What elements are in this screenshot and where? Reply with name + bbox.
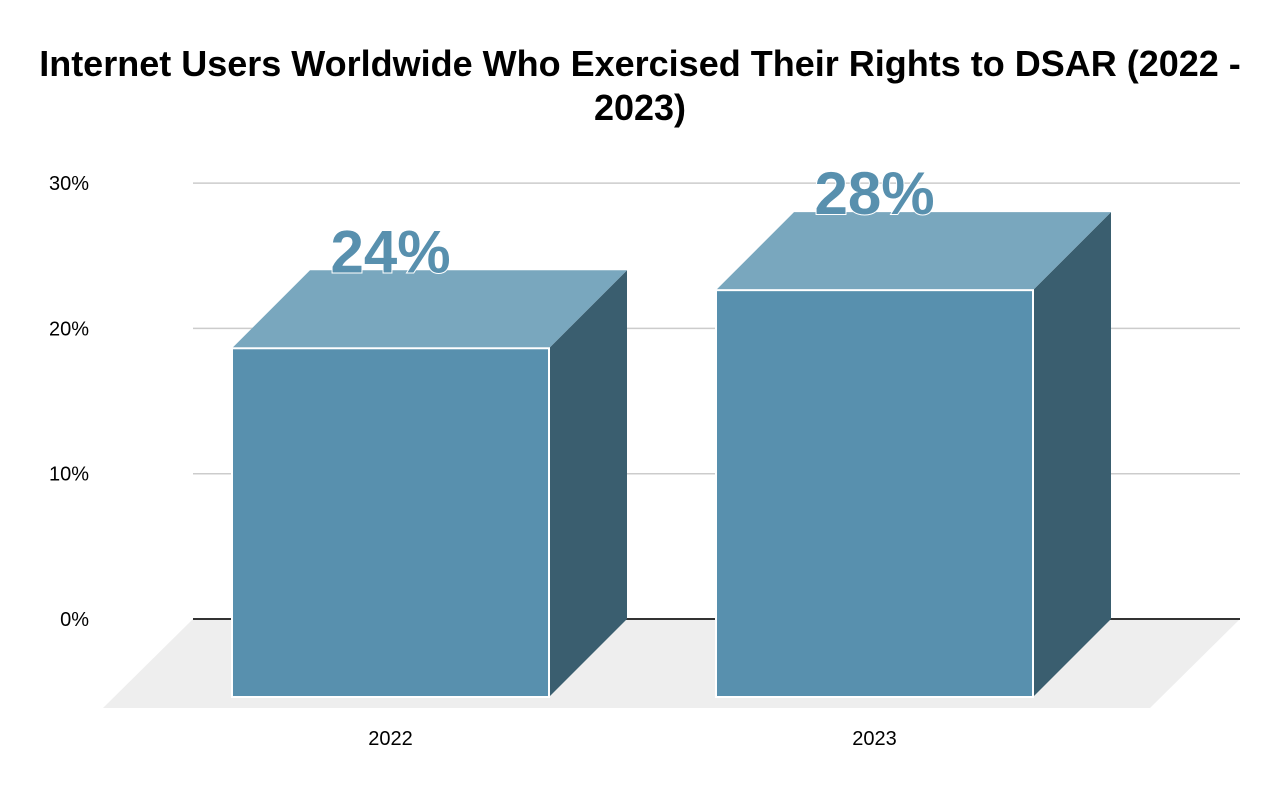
bar-side bbox=[549, 270, 627, 697]
y-tick-label: 30% bbox=[49, 173, 89, 195]
bar bbox=[715, 289, 1034, 698]
chart-title: Internet Users Worldwide Who Exercised T… bbox=[39, 43, 1241, 128]
bar-top bbox=[716, 212, 1111, 291]
bar bbox=[231, 347, 550, 698]
data-label: 28% bbox=[814, 160, 934, 227]
y-tick-label: 20% bbox=[49, 318, 89, 340]
data-label: 24% bbox=[330, 218, 450, 285]
bar-top bbox=[232, 270, 627, 349]
y-tick-label: 0% bbox=[60, 609, 89, 631]
x-tick-label: 2022 bbox=[368, 728, 413, 750]
bar-side bbox=[1033, 212, 1111, 697]
x-tick-label: 2023 bbox=[852, 728, 897, 750]
y-tick-label: 10% bbox=[49, 464, 89, 486]
